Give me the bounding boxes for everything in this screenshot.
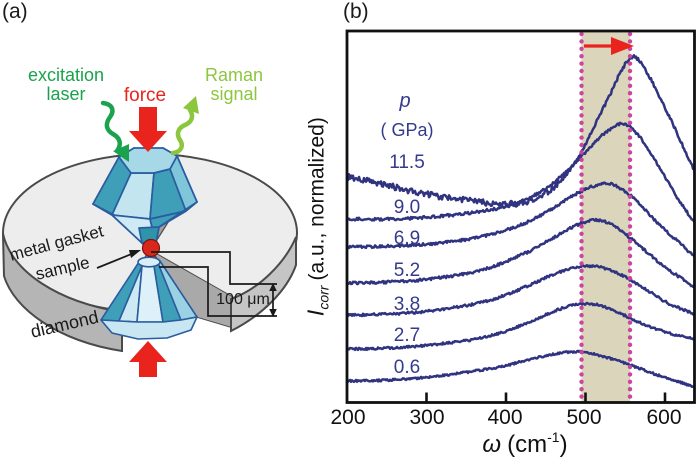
panel-a-label: (a) xyxy=(2,0,28,23)
force-label: force xyxy=(123,85,167,106)
x-tick-300: 300 xyxy=(409,406,445,429)
pressure-value-6-9: 6.9 xyxy=(393,228,421,249)
sample-pointer-arrow xyxy=(96,250,141,269)
pressure-header-unit: ( GPa) xyxy=(380,120,434,140)
x-axis-symbol: ω xyxy=(482,431,502,458)
x-tick-400: 400 xyxy=(487,406,523,429)
x-axis-label: ω (cm-1) xyxy=(482,429,568,458)
spectrum-curve-2.7-gpa xyxy=(348,301,694,352)
pressure-header-symbol: p xyxy=(399,90,411,112)
dotted-line-left xyxy=(579,31,584,399)
bottom-diamond-anvil xyxy=(100,256,198,340)
spectrum-curve-9.0-gpa xyxy=(348,121,694,223)
top-diamond-anvil xyxy=(92,147,198,249)
y-axis-unit: (a.u., normalized) xyxy=(305,117,329,281)
x-tick-500: 500 xyxy=(566,406,602,429)
y-axis-subscript: corr xyxy=(315,285,332,310)
highlight-band xyxy=(581,32,631,402)
pressure-value-3-8: 3.8 xyxy=(393,294,421,315)
raman-signal-arrow-icon xyxy=(170,96,199,156)
raman-signal-label: Raman signal xyxy=(204,65,264,104)
x-tick-200: 200 xyxy=(330,406,366,429)
panel-b-label: (b) xyxy=(343,0,369,23)
pressure-value-5-2: 5.2 xyxy=(393,260,421,281)
bottom-diamond-culet xyxy=(137,256,161,268)
spectrum-curve-6.9-gpa xyxy=(348,181,694,258)
pressure-value-11-5: 11.5 xyxy=(389,152,425,173)
y-axis-label: Icorr (a.u., normalized) xyxy=(302,26,331,408)
pressure-value-2-7: 2.7 xyxy=(393,325,421,346)
gasket-front-left-face xyxy=(2,233,123,353)
x-tick-600: 600 xyxy=(646,406,682,429)
compression-arrow-icon xyxy=(129,341,167,377)
spectrum-curve-5.2-gpa xyxy=(348,217,694,288)
dac-diagram xyxy=(2,96,298,377)
plot-frame xyxy=(345,29,696,404)
excitation-laser-arrow-icon xyxy=(100,100,129,162)
spectrum-curve-3.8-gpa xyxy=(348,264,694,318)
pressure-value-9-0: 9.0 xyxy=(393,197,421,218)
excitation-laser-label: excitation laser xyxy=(27,65,105,104)
peak-shift-arrow-head xyxy=(610,37,634,55)
pressure-value-0-6: 0.6 xyxy=(393,357,421,378)
y-axis-symbol: I xyxy=(302,309,329,317)
force-arrow-icon xyxy=(129,107,167,152)
gap-dimension-bracket xyxy=(151,251,277,317)
gap-dimension-label: 100 μm xyxy=(216,291,270,308)
spectrum-curve-0.6-gpa xyxy=(348,349,694,389)
